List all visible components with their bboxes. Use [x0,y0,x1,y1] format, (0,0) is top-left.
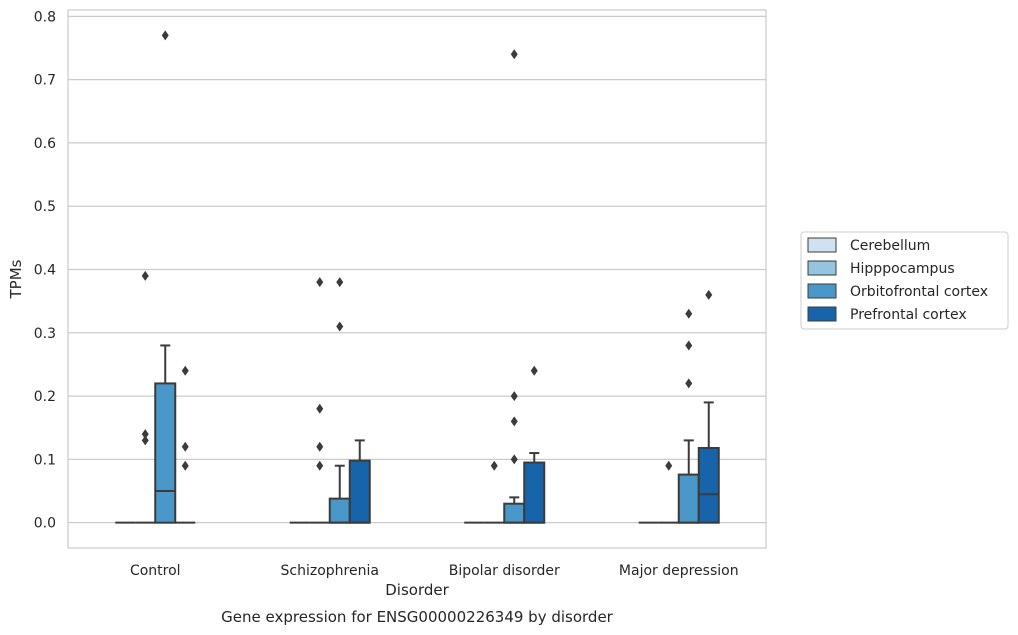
outlier-point [316,403,324,414]
x-tick-label: Schizophrenia [281,563,379,579]
box-orbitofrontal-cortex [328,277,351,524]
box-hipppocampus [309,277,330,524]
outlier-point [161,30,169,41]
outlier-point [510,416,518,427]
x-tick-label: Bipolar disorder [449,563,560,579]
outlier-point [181,365,189,376]
y-tick-label: 0.6 [34,136,56,152]
y-axis-label: TPMs [7,259,25,299]
box-body [328,497,351,524]
plot-frame [67,9,767,549]
legend-swatch [807,283,837,299]
outlier-point [530,365,538,376]
box-body [348,459,371,524]
box-orbitofrontal-cortex [503,49,526,524]
outlier-point [705,289,713,300]
box-body [677,473,700,524]
chart-title: Gene expression for ENSG00000226349 by d… [221,608,614,626]
outlier-point [336,321,344,332]
outlier-point [510,49,518,60]
box-prefrontal-cortex [697,289,720,524]
outlier-point [141,270,149,281]
box-prefrontal-cortex [175,365,196,524]
y-tick-label: 0.2 [34,389,56,405]
box-body [697,446,720,524]
outlier-point [336,277,344,288]
box-body [503,502,526,524]
box-body [523,461,546,524]
legend-label: Cerebellum [850,238,930,254]
box-prefrontal-cortex [523,365,546,524]
outlier-point [510,391,518,402]
outlier-point [685,308,693,319]
outlier-point [141,435,149,446]
legend-swatch [807,306,837,322]
legend-swatch [807,260,837,276]
outlier-point [665,460,673,471]
outlier-point [510,454,518,465]
legend: Cerebellum Hipppocampus Orbitofrontal cort… [800,231,1009,330]
y-tick-label: 0.0 [34,516,56,532]
outlier-point [181,460,189,471]
outlier-point [685,340,693,351]
x-axis-label: Disorder [385,581,449,599]
x-tick-label: Major depression [619,563,739,579]
legend-label: Orbitofrontal cortex [850,284,988,300]
y-tick-label: 0.4 [34,263,56,279]
legend-frame [800,231,1009,330]
outlier-point [181,441,189,452]
box-hipppocampus [484,460,505,524]
outlier-point [490,460,498,471]
y-tick-label: 0.7 [34,73,56,89]
outlier-point [316,441,324,452]
outlier-point [316,460,324,471]
box-body [154,382,177,524]
legend-label: Prefrontal cortex [850,307,967,323]
box-prefrontal-cortex [348,439,371,524]
box-hipppocampus [658,460,679,524]
legend-swatch [807,237,837,253]
x-tick-label: Control [130,563,181,579]
y-axis: 0.0 0.1 0.2 0.3 0.4 0.5 0.6 0.7 0.8 [34,9,56,531]
box-hipppocampus [135,270,156,524]
plot-area [115,30,720,524]
y-tick-label: 0.3 [34,326,56,342]
outlier-point [141,429,149,440]
box-orbitofrontal-cortex [154,30,177,524]
legend-label: Hipppocampus [850,261,955,277]
outlier-point [685,378,693,389]
y-tick-label: 0.8 [34,9,56,25]
outlier-point [316,277,324,288]
x-axis: Control Schizophrenia Bipolar disorder Majo… [130,563,739,579]
y-tick-label: 0.1 [34,452,56,468]
y-tick-label: 0.5 [34,199,56,215]
